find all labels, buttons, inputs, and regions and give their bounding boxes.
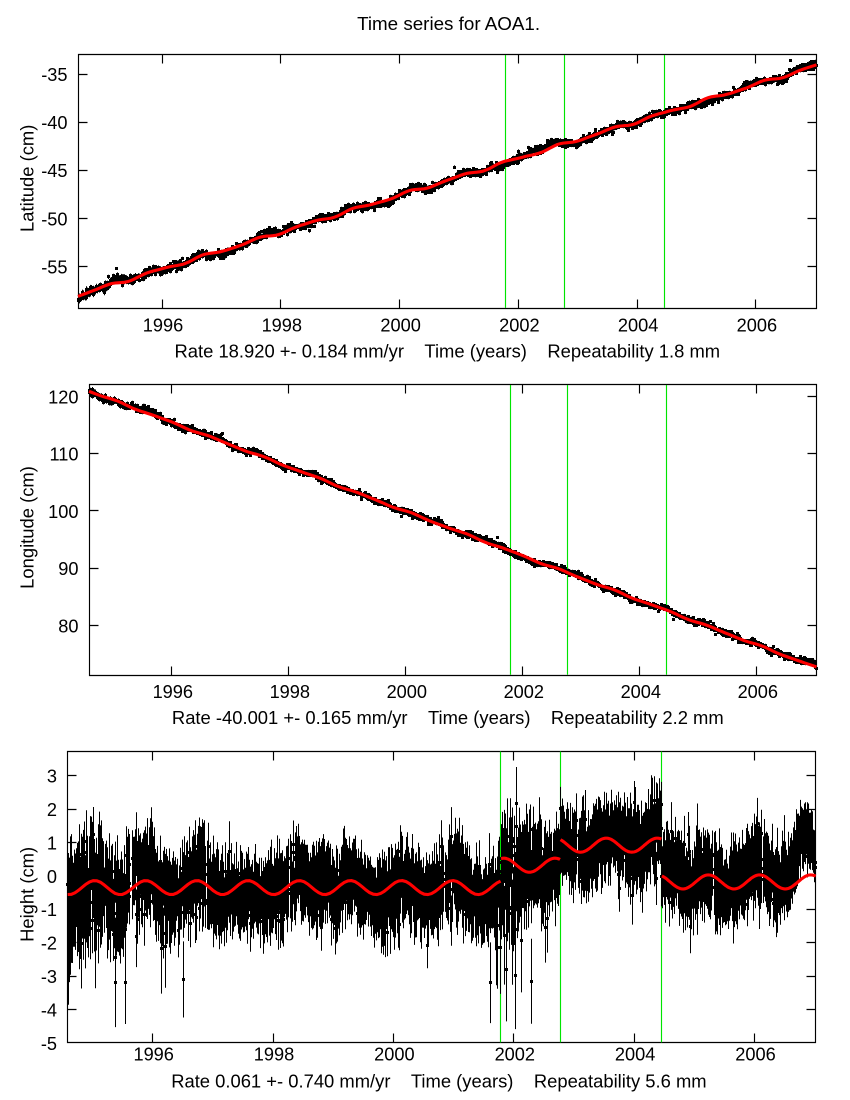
svg-text:110: 110 bbox=[50, 445, 79, 465]
svg-text:-50: -50 bbox=[41, 209, 67, 229]
svg-text:Rate 18.920 +- 0.184 mm/yr: Rate 18.920 +- 0.184 mm/yr Time (years) … bbox=[174, 340, 720, 361]
svg-text:90: 90 bbox=[58, 559, 78, 579]
svg-text:Time series for AOA1.: Time series for AOA1. bbox=[357, 13, 540, 34]
svg-text:-4: -4 bbox=[41, 1000, 57, 1020]
svg-text:2000: 2000 bbox=[374, 1045, 414, 1065]
svg-text:80: 80 bbox=[58, 616, 78, 636]
svg-text:2006: 2006 bbox=[735, 1045, 775, 1065]
svg-text:2002: 2002 bbox=[499, 315, 539, 335]
svg-text:2004: 2004 bbox=[615, 1045, 655, 1065]
svg-text:2004: 2004 bbox=[621, 682, 661, 702]
svg-text:120: 120 bbox=[48, 387, 78, 407]
svg-text:2006: 2006 bbox=[737, 315, 777, 335]
svg-text:Latitude (cm): Latitude (cm) bbox=[17, 125, 38, 232]
svg-text:-1: -1 bbox=[41, 900, 57, 920]
svg-text:-45: -45 bbox=[41, 161, 67, 181]
svg-text:2004: 2004 bbox=[618, 315, 658, 335]
svg-text:1996: 1996 bbox=[143, 315, 183, 335]
svg-text:-2: -2 bbox=[41, 934, 57, 954]
svg-text:3: 3 bbox=[47, 767, 57, 787]
svg-text:2: 2 bbox=[47, 800, 57, 820]
svg-text:2006: 2006 bbox=[738, 682, 778, 702]
svg-text:0: 0 bbox=[47, 867, 57, 887]
svg-text:-55: -55 bbox=[41, 257, 67, 277]
svg-text:-3: -3 bbox=[41, 967, 57, 987]
svg-text:Rate 0.061 +- 0.740 mm/yr T: Rate 0.061 +- 0.740 mm/yr Time (years) R… bbox=[171, 1071, 706, 1092]
svg-text:1998: 1998 bbox=[262, 315, 302, 335]
svg-text:1998: 1998 bbox=[254, 1045, 294, 1065]
svg-text:Rate -40.001 +- 0.165 mm/yr: Rate -40.001 +- 0.165 mm/yr Time (years)… bbox=[172, 707, 724, 728]
svg-text:100: 100 bbox=[48, 502, 78, 522]
svg-text:1996: 1996 bbox=[133, 1045, 173, 1065]
svg-text:2002: 2002 bbox=[495, 1045, 535, 1065]
svg-text:Height (cm): Height (cm) bbox=[17, 847, 38, 942]
svg-text:2000: 2000 bbox=[380, 315, 420, 335]
svg-text:1: 1 bbox=[47, 833, 57, 853]
svg-text:2002: 2002 bbox=[504, 682, 544, 702]
svg-text:-5: -5 bbox=[41, 1034, 57, 1054]
svg-text:-40: -40 bbox=[41, 113, 67, 133]
svg-text:Longitude (cm): Longitude (cm) bbox=[17, 466, 38, 589]
svg-text:1996: 1996 bbox=[153, 682, 193, 702]
svg-text:1998: 1998 bbox=[270, 682, 310, 702]
svg-text:2000: 2000 bbox=[387, 682, 427, 702]
svg-text:-35: -35 bbox=[41, 65, 67, 85]
